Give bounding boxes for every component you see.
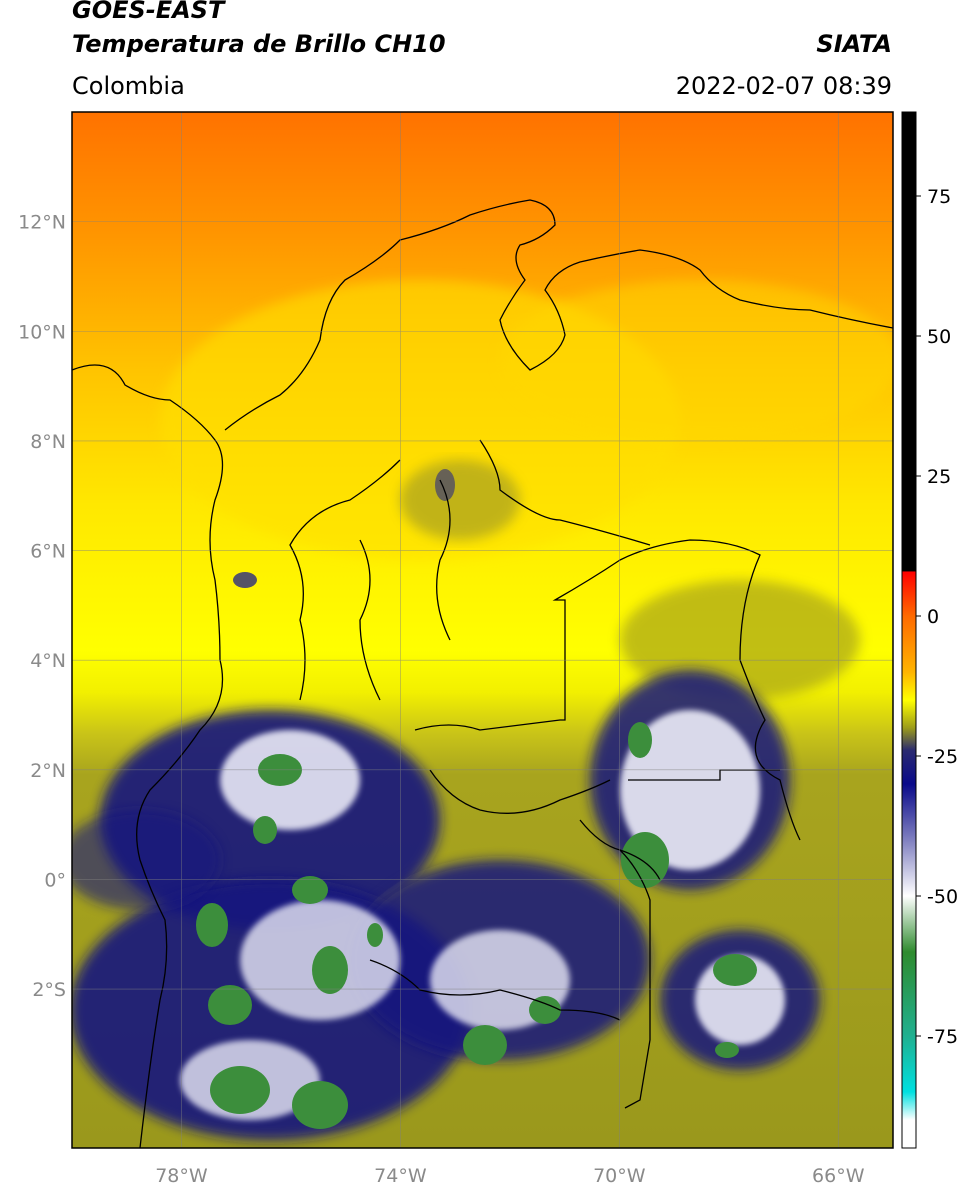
colorbar-ticks: 75 50 25 0 -25 -50 -75 xyxy=(916,186,958,1048)
graticule xyxy=(72,112,893,1148)
product-title: Temperatura de Brillo CH10 xyxy=(72,30,446,58)
lat-tick-label: 2°S xyxy=(32,979,66,1001)
lat-tick-label: 8°N xyxy=(30,431,66,453)
lon-tick-label: 78°W xyxy=(155,1165,208,1187)
lat-tick-label: 10°N xyxy=(18,321,66,343)
colorbar-tick-label: -75 xyxy=(927,1026,958,1048)
lat-tick-label: 0° xyxy=(44,869,66,891)
agency-label: SIATA xyxy=(816,30,892,58)
colorbar-tick-label: 25 xyxy=(927,466,951,488)
region-label: Colombia xyxy=(72,72,185,100)
lat-tick-label: 6°N xyxy=(30,541,66,563)
coastline-borders xyxy=(72,199,893,1148)
colorbar xyxy=(901,111,917,1149)
lon-tick-label: 70°W xyxy=(593,1165,646,1187)
map-plot-area xyxy=(72,112,893,1148)
latitude-ticks: 12°N 10°N 8°N 6°N 4°N 2°N 0° 2°S xyxy=(18,212,66,1001)
lat-tick-label: 4°N xyxy=(30,650,66,672)
colorbar-tick-label: 50 xyxy=(927,326,951,348)
satellite-title: GOES-EAST xyxy=(72,0,225,24)
map-frame xyxy=(71,111,894,1149)
lon-tick-label: 74°W xyxy=(374,1165,427,1187)
colorbar-tick-label: 0 xyxy=(927,606,939,628)
colorbar-tick-label: -50 xyxy=(927,886,958,908)
longitude-ticks: 78°W 74°W 70°W 66°W xyxy=(155,1165,864,1187)
lon-tick-label: 66°W xyxy=(812,1165,865,1187)
lat-tick-label: 2°N xyxy=(30,760,66,782)
lat-tick-label: 12°N xyxy=(18,212,66,234)
datetime-label: 2022-02-07 08:39 xyxy=(675,72,892,100)
colorbar-tick-label: 75 xyxy=(927,186,951,208)
colorbar-tick-label: -25 xyxy=(927,746,958,768)
